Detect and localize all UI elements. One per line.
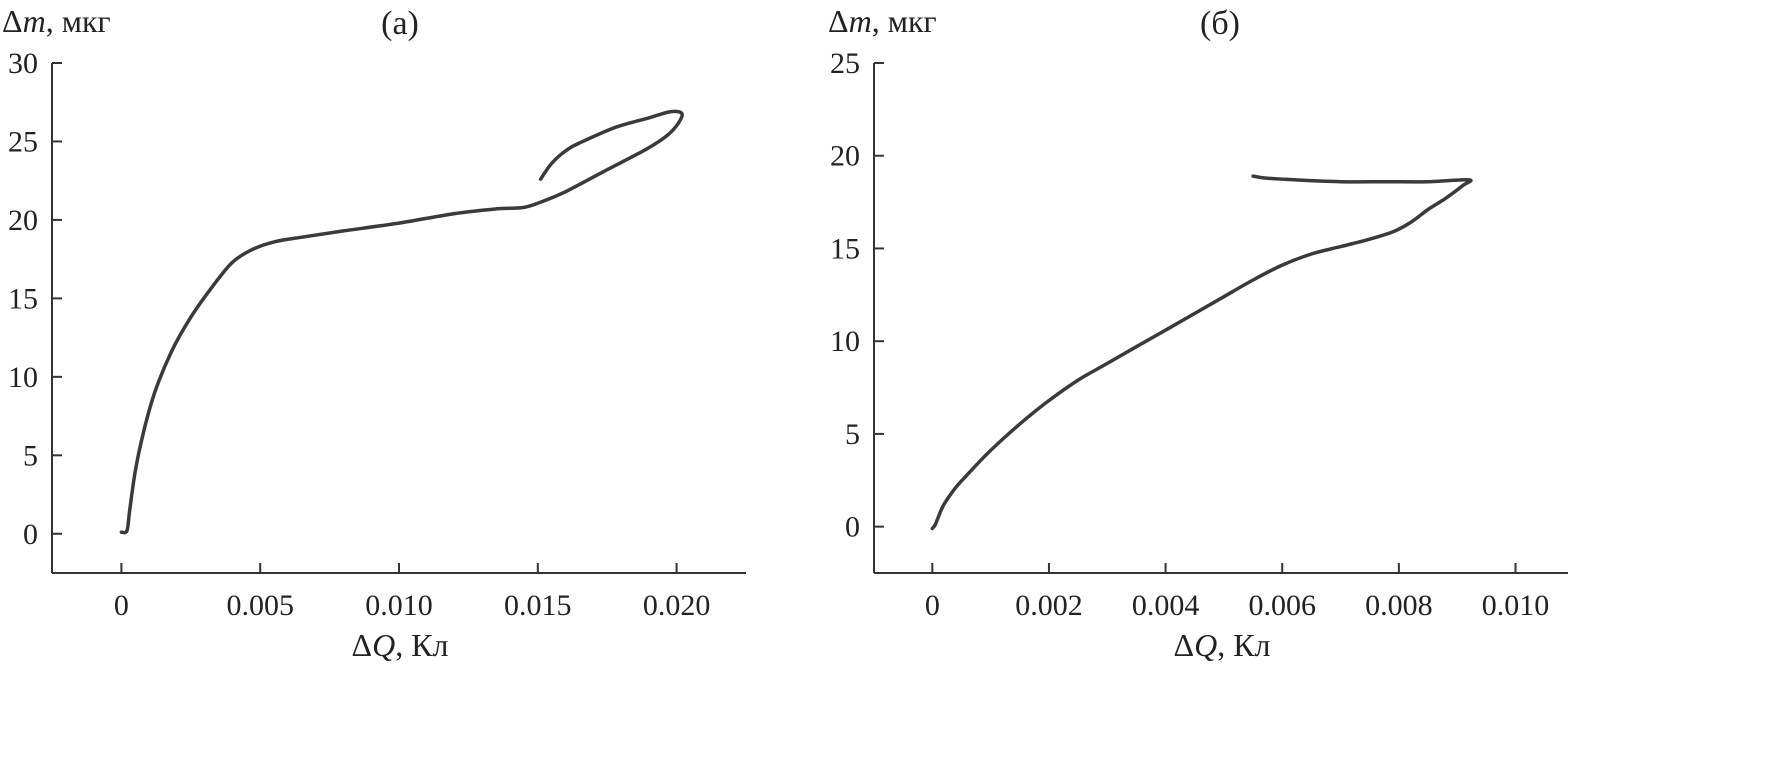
y-tick-label: 25 — [830, 47, 860, 80]
chart-panel-b: 0 5 10 15 20 25 0 0.002 0.004 0.006 0.008 0.010 Δm, … — [828, 3, 1568, 663]
y-tick-label: 15 — [8, 282, 38, 315]
x-tick-label: 0.006 — [1248, 589, 1316, 622]
x-tick-label: 0 — [114, 589, 129, 622]
y-tick-label: 10 — [8, 361, 38, 394]
panel-label: (б) — [1200, 5, 1240, 42]
panel-label: (а) — [381, 5, 419, 42]
y-tick-label: 0 — [845, 511, 860, 544]
x-tick-label: 0.010 — [365, 589, 433, 622]
y-tick-label: 5 — [23, 439, 38, 472]
x-tick-label: 0.005 — [226, 589, 294, 622]
x-tick-label: 0.002 — [1015, 589, 1083, 622]
series-line — [930, 174, 1473, 531]
y-tick-label: 0 — [23, 518, 38, 551]
x-axis-label: ΔQ, Кл — [352, 627, 449, 663]
y-tick-label: 25 — [8, 125, 38, 158]
series-line — [119, 109, 684, 535]
y-tick-label: 5 — [845, 418, 860, 451]
x-tick-label: 0.010 — [1482, 589, 1550, 622]
y-tick-label: 15 — [830, 232, 860, 265]
y-tick-label: 30 — [8, 47, 38, 80]
chart-panel-a: 0 5 10 15 20 25 30 0 0.005 0.010 0.015 0.020 Δm, мкг… — [2, 3, 746, 663]
y-axis-label: Δm, мкг — [828, 3, 937, 39]
x-tick-label: 0 — [925, 589, 940, 622]
x-tick-label: 0.020 — [643, 589, 711, 622]
x-tick-label: 0.015 — [504, 589, 572, 622]
y-axis-label: Δm, мкг — [2, 3, 111, 39]
x-tick-label: 0.008 — [1365, 589, 1433, 622]
y-tick-label: 10 — [830, 325, 860, 358]
x-axis-label: ΔQ, Кл — [1174, 627, 1271, 663]
y-tick-label: 20 — [830, 140, 860, 173]
y-tick-label: 20 — [8, 204, 38, 237]
x-tick-label: 0.004 — [1132, 589, 1200, 622]
